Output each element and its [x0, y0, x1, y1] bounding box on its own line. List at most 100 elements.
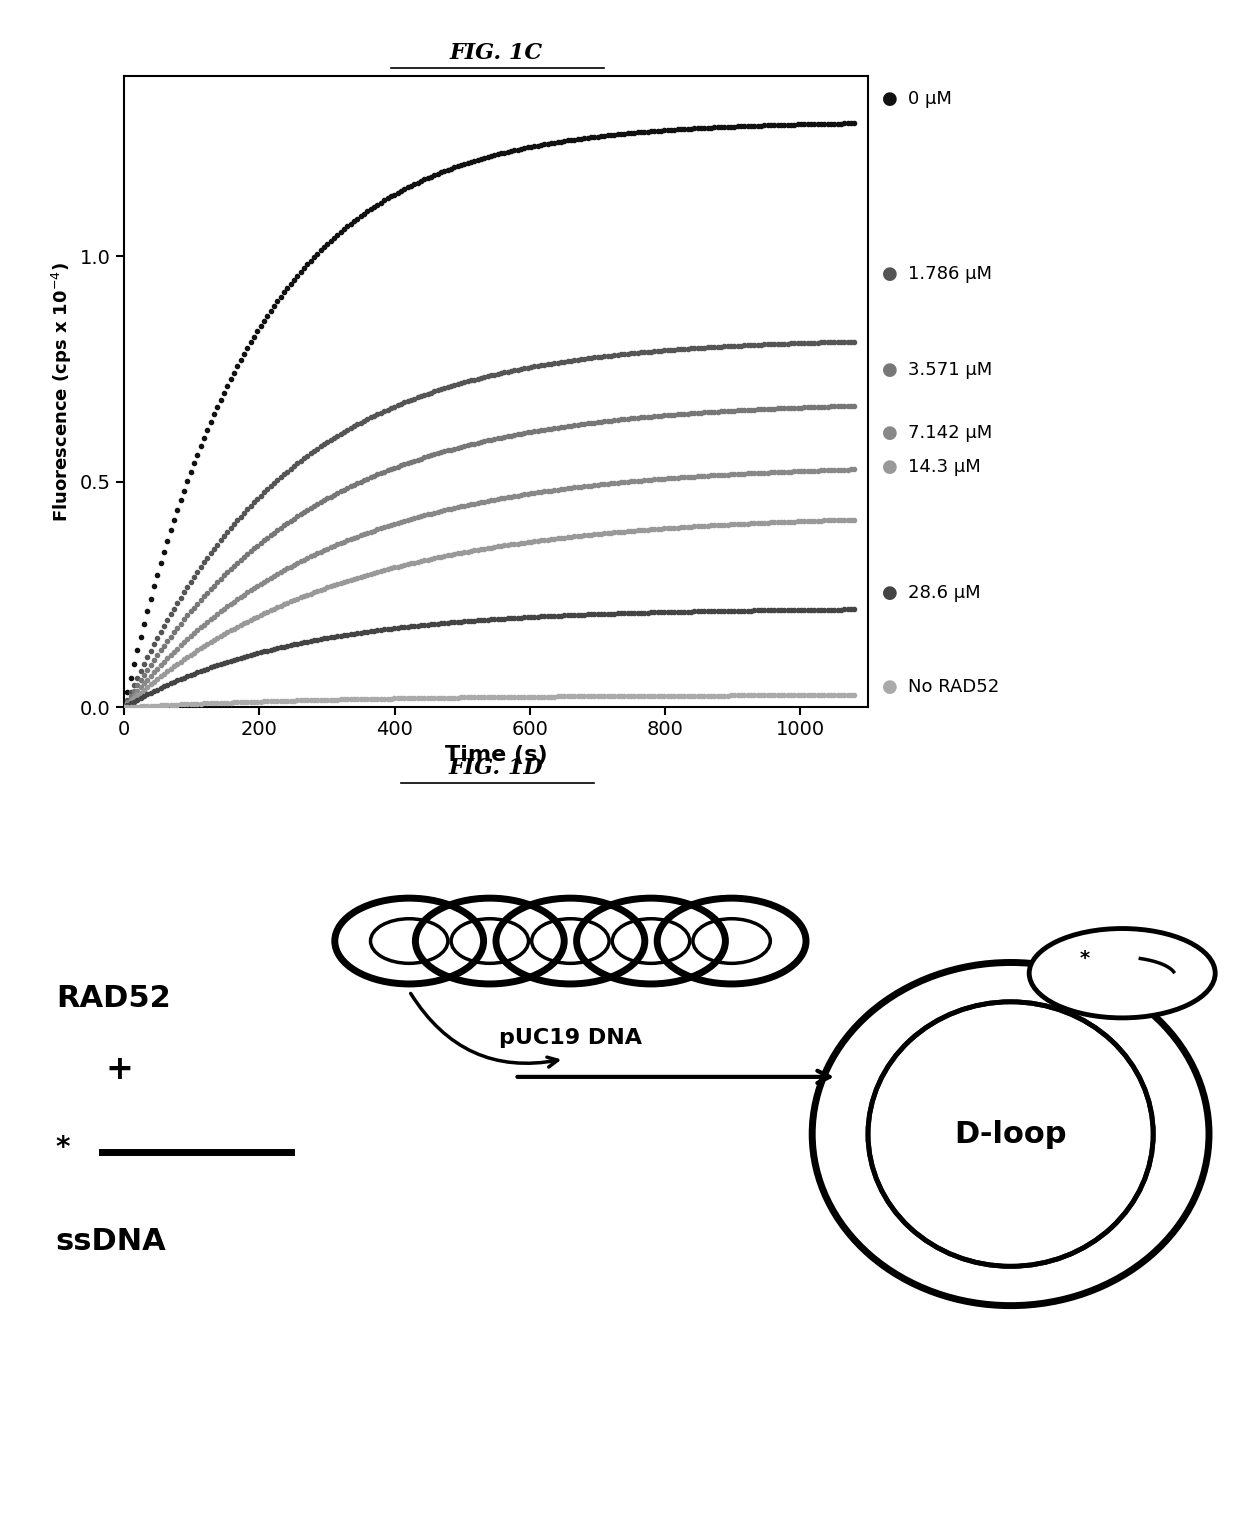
- Point: [394, 176, 414, 201]
- Point: [781, 598, 801, 622]
- Point: [374, 686, 394, 710]
- Point: [808, 598, 828, 622]
- Point: [424, 611, 444, 636]
- Point: [388, 686, 408, 710]
- Point: [141, 587, 161, 611]
- Point: [201, 630, 221, 654]
- Point: [410, 169, 430, 193]
- Point: [378, 514, 398, 538]
- Point: [268, 689, 288, 713]
- Point: [734, 511, 754, 535]
- Point: [314, 576, 334, 601]
- Point: [647, 339, 667, 364]
- Point: [337, 687, 357, 712]
- Point: [367, 193, 387, 218]
- Point: [748, 397, 768, 421]
- Point: [724, 333, 744, 357]
- Point: [718, 462, 738, 487]
- Point: [691, 336, 711, 360]
- Point: [525, 529, 544, 554]
- Point: [161, 692, 181, 716]
- Point: [675, 516, 694, 540]
- Point: [195, 657, 215, 681]
- Point: [765, 113, 785, 137]
- Point: [771, 332, 791, 356]
- Point: [661, 683, 681, 707]
- Point: [704, 599, 724, 624]
- Point: [118, 695, 138, 719]
- Point: [154, 694, 174, 718]
- Point: [464, 538, 484, 563]
- Point: [831, 394, 851, 418]
- Point: [541, 684, 560, 709]
- Point: [604, 472, 624, 496]
- Point: [701, 683, 720, 707]
- Point: [384, 686, 404, 710]
- Point: [280, 633, 300, 657]
- Point: [454, 370, 474, 394]
- Point: [588, 602, 608, 627]
- Point: [534, 417, 554, 441]
- Point: [291, 549, 311, 573]
- Point: [791, 683, 811, 707]
- Point: [825, 458, 844, 482]
- Point: [355, 522, 374, 546]
- Point: [507, 137, 527, 161]
- Point: [241, 538, 260, 563]
- Point: [714, 599, 734, 624]
- Point: [554, 525, 574, 549]
- Point: [718, 683, 738, 707]
- Point: [317, 687, 337, 712]
- Point: [671, 599, 691, 624]
- Point: [688, 683, 708, 707]
- Point: [601, 601, 621, 625]
- Point: [604, 601, 624, 625]
- Point: [655, 467, 675, 491]
- Point: [771, 395, 791, 420]
- Point: [511, 684, 531, 709]
- Point: [471, 490, 491, 514]
- Point: [301, 581, 321, 605]
- Point: [238, 643, 258, 668]
- Point: [224, 589, 244, 613]
- Point: [771, 510, 791, 534]
- Point: [432, 377, 451, 402]
- Point: [487, 362, 507, 386]
- Point: [250, 572, 270, 596]
- Point: [258, 478, 278, 502]
- Point: [635, 517, 655, 541]
- Point: [505, 484, 525, 508]
- Point: [264, 564, 284, 589]
- Point: [744, 461, 764, 485]
- Point: [114, 695, 134, 719]
- Point: [811, 458, 831, 482]
- Point: [831, 598, 851, 622]
- Point: [711, 116, 730, 140]
- Point: [438, 686, 458, 710]
- Point: [244, 324, 264, 348]
- Point: [591, 123, 611, 148]
- Point: [398, 175, 418, 199]
- Point: [388, 392, 408, 417]
- Point: [224, 691, 244, 715]
- Point: [347, 207, 367, 231]
- Point: [564, 128, 584, 152]
- Point: [374, 516, 394, 540]
- Point: [651, 467, 671, 491]
- Point: [688, 336, 708, 360]
- Point: [464, 684, 484, 709]
- Point: [708, 400, 728, 424]
- Point: [227, 508, 247, 532]
- Point: [528, 354, 548, 379]
- Point: [694, 116, 714, 140]
- Point: [515, 356, 534, 380]
- Point: [781, 459, 801, 484]
- Point: [270, 689, 290, 713]
- Point: [497, 684, 517, 709]
- Point: [157, 628, 177, 653]
- Point: [568, 347, 588, 371]
- Point: [294, 256, 314, 280]
- Point: [374, 618, 394, 642]
- Point: [420, 686, 440, 710]
- Point: [217, 621, 237, 645]
